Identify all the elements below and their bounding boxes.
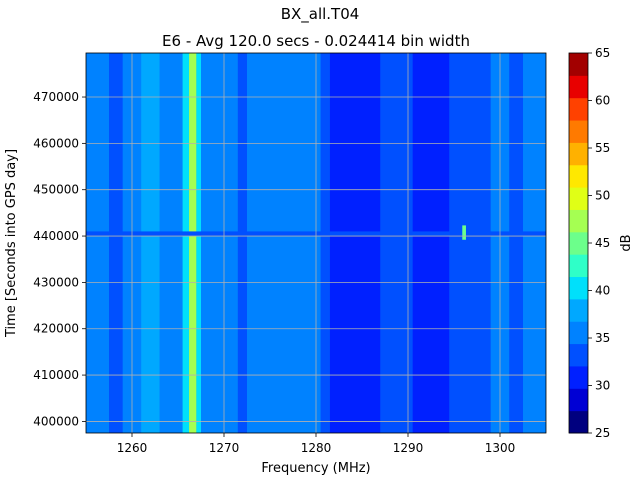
colorbar-level-12 bbox=[569, 142, 588, 166]
heatmap-band-12 bbox=[320, 53, 330, 433]
grid-lines bbox=[86, 53, 546, 433]
colorbar-tick-label-2: 35 bbox=[595, 331, 610, 345]
colorbar-level-16 bbox=[569, 53, 588, 76]
colorbar-level-5 bbox=[569, 298, 588, 322]
heatmap-band-0 bbox=[86, 53, 109, 433]
colorbar-label: dB bbox=[619, 234, 634, 251]
heatmap-event-1 bbox=[462, 225, 466, 240]
heatmap-band-15 bbox=[412, 53, 450, 433]
heatmap-band-18 bbox=[509, 53, 523, 433]
y-tick-label-5: 450000 bbox=[33, 183, 79, 197]
chart-subtitle: E6 - Avg 120.0 secs - 0.024414 bin width bbox=[162, 32, 470, 50]
x-tick-label-4: 1300 bbox=[485, 441, 516, 455]
heatmap-band-5 bbox=[182, 53, 190, 433]
heatmap-band-13 bbox=[329, 53, 381, 433]
colorbar-level-8 bbox=[569, 231, 588, 255]
heatmap-band-8 bbox=[201, 53, 211, 433]
x-tick-label-1: 1270 bbox=[209, 441, 240, 455]
colorbar: 25 30 35 40 45 50 55 60 65 bbox=[569, 46, 610, 440]
chart-title: BX_all.T04 bbox=[281, 5, 360, 24]
colorbar-level-10 bbox=[569, 187, 588, 210]
colorbar-level-0 bbox=[569, 410, 588, 434]
colorbar-tick-label-4: 45 bbox=[595, 236, 610, 250]
heatmap-band-7 bbox=[196, 53, 201, 433]
heatmap-band-4 bbox=[159, 53, 183, 433]
x-tick-label-2: 1280 bbox=[301, 441, 332, 455]
heatmap-band-11 bbox=[247, 53, 321, 433]
x-tick-label-0: 1260 bbox=[117, 441, 148, 455]
y-tick-label-4: 440000 bbox=[33, 229, 79, 243]
x-tick-label-3: 1290 bbox=[393, 441, 424, 455]
y-tick-label-0: 400000 bbox=[33, 414, 79, 428]
colorbar-tick-label-1: 30 bbox=[595, 379, 610, 393]
colorbar-level-14 bbox=[569, 97, 588, 121]
colorbar-level-9 bbox=[569, 209, 588, 233]
x-axis: 1260 1270 1280 1290 1300 bbox=[117, 433, 516, 455]
y-axis: 400000 410000 420000 430000 440000 450000 4600… bbox=[33, 90, 86, 428]
colorbar-level-11 bbox=[569, 164, 588, 188]
colorbar-tick-label-0: 25 bbox=[595, 426, 610, 440]
heatmap-band-1 bbox=[109, 53, 123, 433]
heatmap-band-14 bbox=[380, 53, 413, 433]
y-tick-label-1: 410000 bbox=[33, 368, 79, 382]
colorbar-level-6 bbox=[569, 276, 588, 300]
x-axis-label: Frequency (MHz) bbox=[261, 461, 370, 476]
heatmap-band-19 bbox=[523, 53, 546, 433]
heatmap-band-10 bbox=[237, 53, 247, 433]
colorbar-level-4 bbox=[569, 321, 588, 345]
colorbar-tick-label-6: 55 bbox=[595, 141, 610, 155]
y-tick-label-7: 470000 bbox=[33, 90, 79, 104]
y-tick-label-2: 420000 bbox=[33, 322, 79, 336]
heatmap-band-6 bbox=[189, 53, 197, 433]
y-tick-label-3: 430000 bbox=[33, 275, 79, 289]
colorbar-level-2 bbox=[569, 365, 588, 389]
colorbar-level-13 bbox=[569, 120, 588, 143]
colorbar-level-15 bbox=[569, 75, 588, 99]
colorbar-tick-label-3: 40 bbox=[595, 284, 610, 298]
colorbar-frame bbox=[568, 52, 589, 434]
colorbar-level-3 bbox=[569, 343, 588, 367]
colorbar-level-1 bbox=[569, 388, 588, 412]
colorbar-tick-label-5: 50 bbox=[595, 189, 610, 203]
heatmap-band-3 bbox=[141, 53, 160, 433]
colorbar-level-7 bbox=[569, 254, 588, 278]
colorbar-tick-label-7: 60 bbox=[595, 94, 610, 108]
colorbar-tick-label-8: 65 bbox=[595, 46, 610, 60]
y-axis-label: Time [Seconds into GPS day] bbox=[4, 149, 19, 338]
heatmap-band-16 bbox=[449, 53, 491, 433]
y-tick-label-6: 460000 bbox=[33, 136, 79, 150]
